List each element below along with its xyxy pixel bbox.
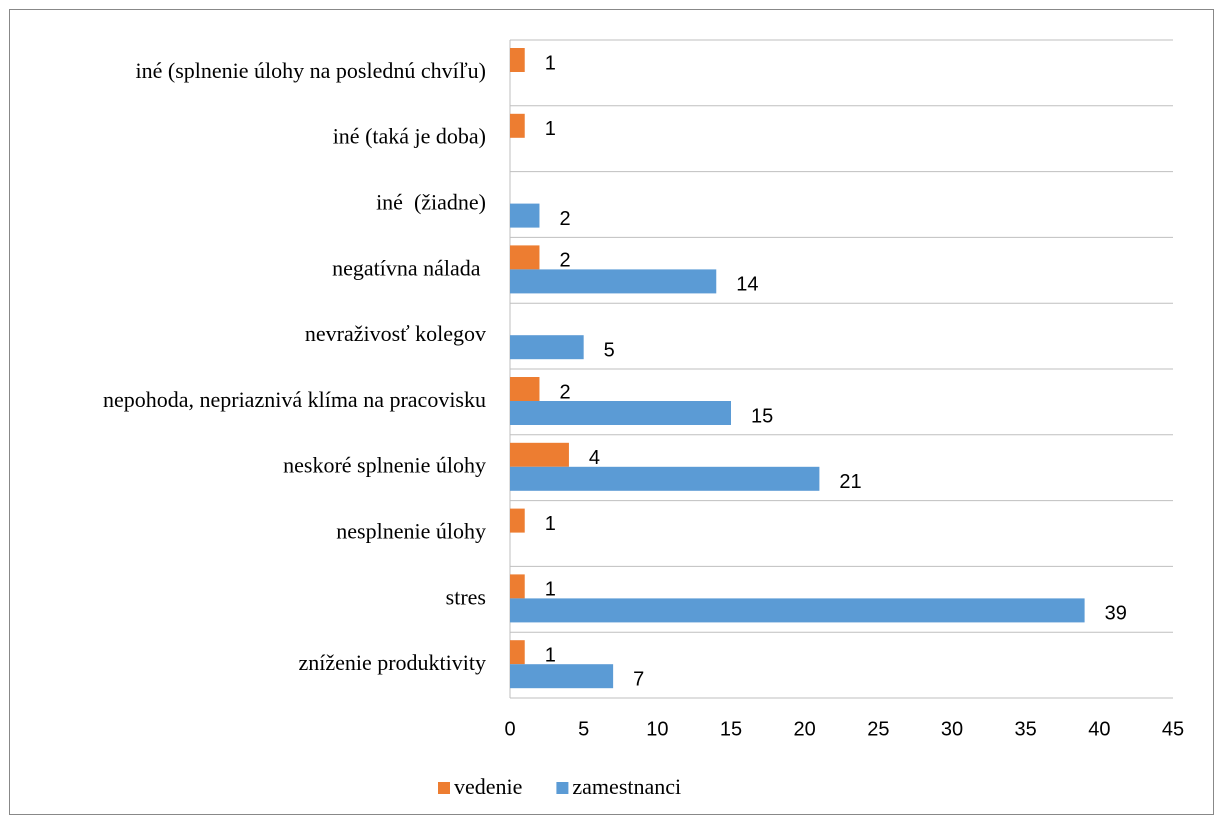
legend-label: vedenie: [454, 774, 522, 799]
y-tick-label: zníženie produktivity: [298, 650, 486, 675]
bar: [510, 335, 584, 360]
bar: [510, 113, 525, 138]
bar: [510, 48, 525, 72]
bar: [510, 203, 540, 228]
x-tick-label: 10: [646, 718, 668, 740]
value-label: 1: [545, 52, 556, 74]
value-label: 1: [545, 644, 556, 666]
bar: [510, 269, 717, 294]
value-label: 7: [633, 668, 644, 690]
bar: [510, 598, 1085, 623]
legend-label: zamestnanci: [572, 774, 681, 799]
value-label: 21: [839, 471, 861, 493]
x-tick-label: 20: [794, 718, 816, 740]
y-tick-label: nepohoda, nepriaznivá klíma na pracovisk…: [103, 387, 486, 412]
legend-swatch: [438, 782, 450, 794]
value-label: 1: [545, 513, 556, 535]
value-label: 1: [545, 579, 556, 601]
x-tick-label: 5: [578, 718, 589, 740]
value-label: 1: [545, 118, 556, 140]
x-tick-label: 35: [1015, 718, 1037, 740]
value-label: 5: [604, 339, 615, 361]
bar: [510, 401, 731, 425]
value-label: 39: [1105, 603, 1127, 625]
y-tick-label: iné (žiadne): [376, 190, 486, 215]
x-tick-label: 0: [504, 718, 515, 740]
bar: [510, 640, 525, 665]
value-label: 2: [559, 208, 570, 230]
bar: [510, 245, 540, 270]
value-label: 4: [589, 447, 600, 469]
bar: [510, 664, 614, 689]
y-tick-label: nevraživosť kolegov: [305, 321, 486, 346]
x-tick-label: 45: [1162, 718, 1184, 740]
y-tick-label: iné (taká je doba): [333, 124, 486, 149]
y-tick-label: neskoré splnenie úlohy: [283, 453, 486, 478]
legend-swatch: [556, 782, 569, 794]
bar: [510, 574, 525, 599]
value-label: 2: [559, 381, 570, 403]
y-tick-label: iné (splnenie úlohy na poslednú chvíľu): [136, 58, 486, 83]
bar: [510, 442, 569, 467]
bar: [510, 466, 820, 491]
value-label: 2: [559, 250, 570, 272]
value-label: 15: [751, 405, 773, 427]
x-tick-label: 25: [867, 718, 889, 740]
y-tick-label: stres: [446, 584, 486, 609]
y-tick-label: negatívna nálada: [332, 255, 486, 280]
x-tick-label: 15: [720, 718, 742, 740]
value-label: 14: [736, 274, 758, 296]
bar: [510, 377, 540, 401]
x-tick-label: 30: [941, 718, 963, 740]
x-tick-label: 40: [1088, 718, 1110, 740]
y-tick-label: nesplnenie úlohy: [336, 519, 486, 544]
bar: [510, 508, 525, 533]
